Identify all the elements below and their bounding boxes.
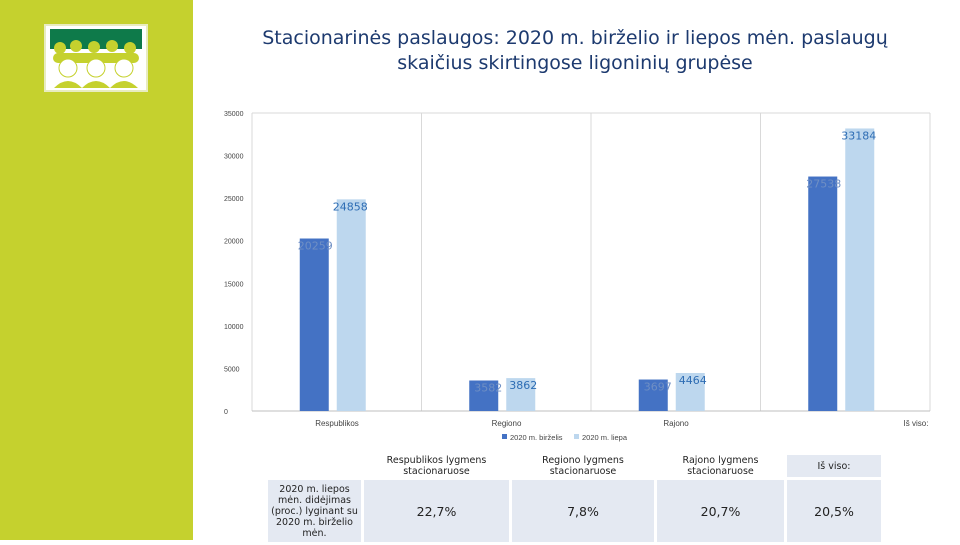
growth-table: Respublikos lygmens stacionaruose Region… — [265, 452, 884, 545]
category-label: Respublikos — [315, 419, 359, 428]
y-tick-label: 10000 — [224, 324, 244, 331]
legend-label: 2020 m. liepa — [582, 433, 628, 442]
bar — [808, 176, 838, 411]
data-label: 4464 — [679, 374, 707, 387]
title-line-2: skaičius skirtingose ligoninių grupėse — [397, 52, 753, 74]
y-tick-label: 15000 — [224, 281, 244, 288]
legend-label: 2020 m. birželis — [510, 433, 563, 442]
table-corner-cell — [268, 455, 361, 477]
y-tick-label: 0 — [224, 409, 228, 416]
people-group-logo-icon — [44, 24, 148, 92]
category-label: Rajono — [663, 419, 689, 428]
data-label: 20259 — [298, 240, 333, 253]
table-header-cell: Iš viso: — [787, 455, 881, 477]
bar — [845, 128, 875, 411]
table-header-cell: Regiono lygmens stacionaruose — [512, 455, 654, 477]
table-header-cell: Rajono lygmens stacionaruose — [657, 455, 784, 477]
y-tick-label: 5000 — [224, 366, 240, 373]
bar — [469, 380, 499, 411]
title-line-1: Stacionarinės paslaugos: 2020 m. birželi… — [262, 27, 888, 49]
data-label: 3582 — [474, 382, 502, 395]
legend-swatch — [502, 434, 507, 439]
page-title: Stacionarinės paslaugos: 2020 m. birželi… — [200, 26, 950, 76]
data-label: 3697 — [644, 381, 672, 394]
table-cell: 20,7% — [657, 480, 784, 542]
bar — [675, 372, 705, 411]
y-tick-label: 35000 — [224, 111, 244, 118]
table-cell: 7,8% — [512, 480, 654, 542]
table-row: 2020 m. liepos mėn. didėjimas (proc.) ly… — [268, 480, 881, 542]
data-label: 27538 — [806, 178, 841, 191]
y-tick-label: 20000 — [224, 239, 244, 246]
table-row-label: 2020 m. liepos mėn. didėjimas (proc.) ly… — [268, 480, 361, 542]
table-cell: 22,7% — [364, 480, 509, 542]
y-tick-label: 25000 — [224, 196, 244, 203]
category-label: Iš viso: — [904, 419, 929, 428]
data-label: 33184 — [841, 129, 876, 142]
data-label: 24858 — [333, 200, 368, 213]
legend-swatch — [574, 434, 579, 439]
table-cell: 20,5% — [787, 480, 881, 542]
bar — [506, 378, 536, 411]
y-tick-label: 30000 — [224, 154, 244, 161]
data-label: 3862 — [509, 379, 537, 392]
bar — [336, 199, 366, 411]
bar — [638, 379, 668, 411]
table-header-row: Respublikos lygmens stacionaruose Region… — [268, 455, 881, 477]
category-label: Regiono — [492, 419, 522, 428]
table-header-cell: Respublikos lygmens stacionaruose — [364, 455, 509, 477]
bar — [299, 238, 329, 411]
bar-chart: 0 5000 10000 15000 20000 25000 30000 35000 20259… — [224, 111, 931, 442]
